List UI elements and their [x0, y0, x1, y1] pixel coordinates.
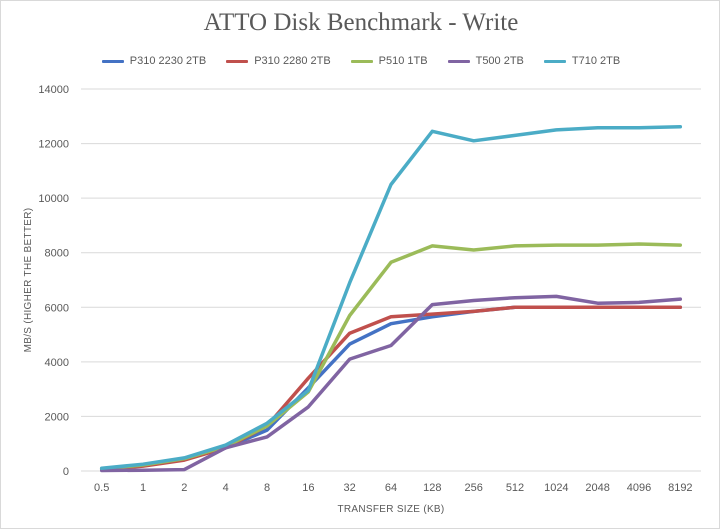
x-tick-label: 2	[181, 482, 187, 494]
legend-label-t500: T500 2TB	[475, 55, 524, 67]
x-tick-label: 1024	[544, 482, 568, 494]
x-tick-label: 2048	[585, 482, 609, 494]
legend-item-p510: P510 1TB	[350, 55, 428, 67]
x-tick-label: 8192	[668, 482, 692, 494]
series-line-2	[99, 242, 683, 471]
legend-label-p510: P510 1TB	[378, 55, 428, 67]
x-tick-label: 128	[423, 482, 441, 494]
legend-swatch-p310-2230	[101, 59, 124, 63]
legend-item-p310-2230: P310 2230 2TB	[101, 55, 207, 67]
y-tick-label: 10000	[38, 193, 69, 205]
chart-title: ATTO Disk Benchmark - Write	[203, 9, 519, 36]
series-line-4	[99, 124, 683, 471]
legend-item-p310-2280: P310 2280 2TB	[226, 55, 331, 67]
y-tick-label: 12000	[38, 139, 69, 151]
legend-swatch-p510	[350, 59, 373, 63]
legend-label-t710: T710 2TB	[571, 55, 621, 67]
y-tick-label: 6000	[45, 302, 69, 314]
y-tick-label: 8000	[45, 248, 69, 260]
series-line-0	[99, 305, 683, 471]
legend: P310 2230 2TB P310 2280 2TB P510 1TB T50…	[1, 55, 720, 67]
x-tick-label: 256	[464, 482, 482, 494]
series-lines	[99, 124, 683, 473]
y-tick-label: 0	[63, 466, 69, 478]
series-line-1	[99, 305, 683, 472]
legend-label-p310-2230: P310 2230 2TB	[129, 55, 207, 67]
legend-swatch-t500	[447, 59, 470, 63]
x-tick-label: 512	[506, 482, 524, 494]
legend-item-t710: T710 2TB	[543, 55, 621, 67]
legend-swatch-p310-2280	[226, 59, 249, 63]
legend-swatch-t710	[543, 59, 566, 63]
x-axis-ticks: 0.5 1 2 4 8 16 32 64 128 256 512 1024 2048 4096 8192	[94, 482, 693, 494]
x-tick-label: 4	[223, 482, 229, 494]
y-tick-label: 14000	[38, 84, 69, 96]
x-tick-label: 0.5	[94, 482, 109, 494]
y-axis-ticks: 0 2000 4000 6000 8000 10000 12000 14000	[38, 84, 69, 478]
x-axis-title: TRANSFER SIZE (KB)	[337, 504, 444, 515]
x-tick-label: 8	[264, 482, 270, 494]
x-tick-label: 32	[344, 482, 356, 494]
gridlines	[81, 88, 701, 472]
x-tick-label: 4096	[627, 482, 651, 494]
x-tick-label: 1	[140, 482, 146, 494]
x-tick-label: 64	[385, 482, 397, 494]
y-tick-label: 2000	[45, 411, 69, 423]
legend-item-t500: T500 2TB	[447, 55, 524, 67]
series-line-3	[99, 294, 683, 473]
y-tick-label: 4000	[45, 357, 69, 369]
y-axis-title: MB/S (HIGHER THE BETTER)	[23, 208, 34, 353]
legend-label-p310-2280: P310 2280 2TB	[254, 55, 331, 67]
x-tick-label: 16	[302, 482, 314, 494]
